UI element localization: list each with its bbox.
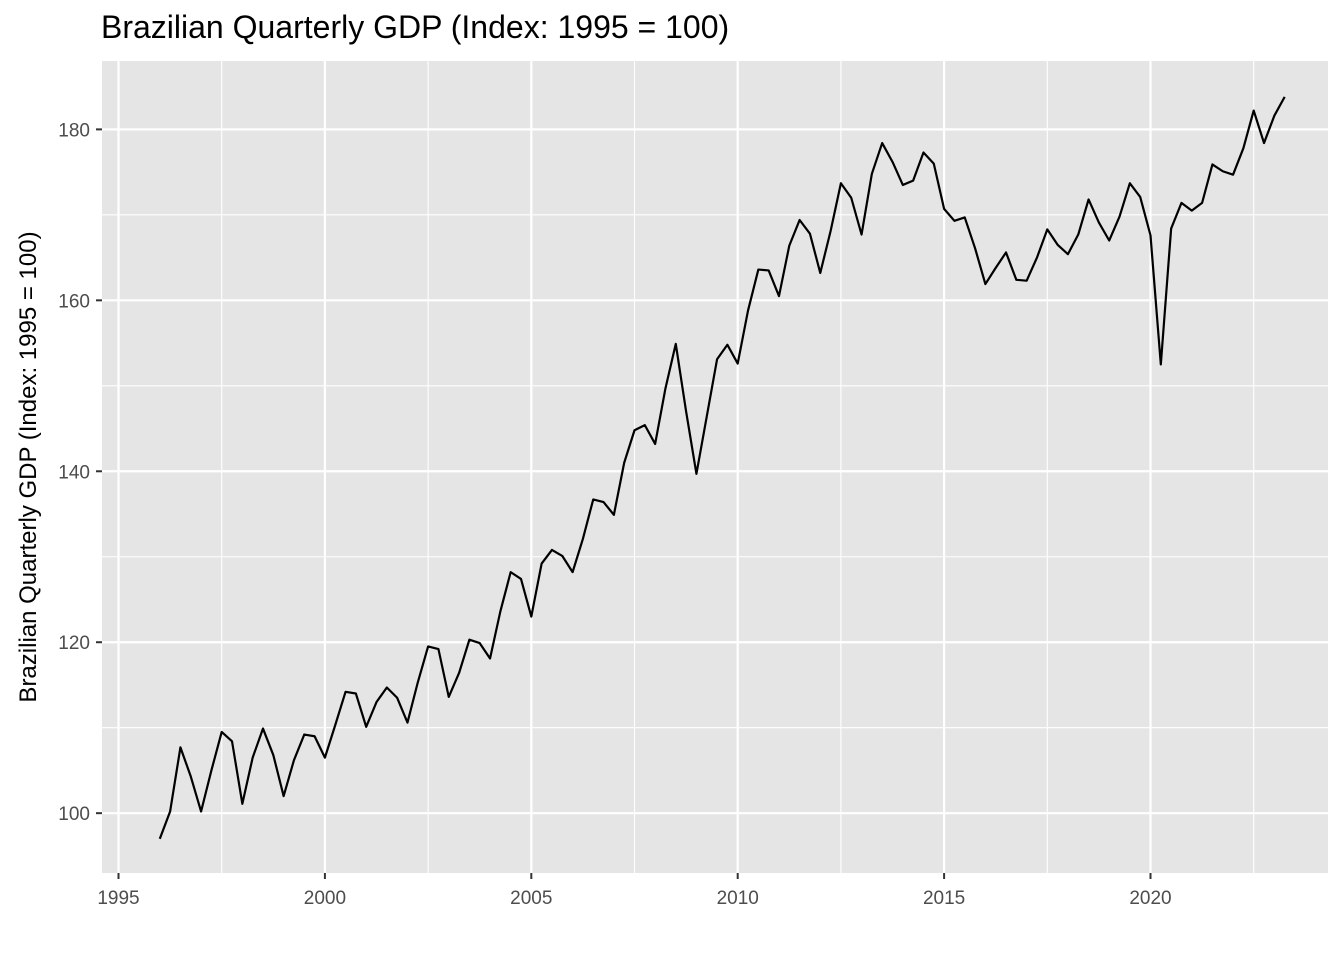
- y-tick-label: 120: [58, 633, 90, 654]
- x-axis: 1995 2000 2005 2010 2015 2020: [97, 873, 1172, 909]
- y-axis-title: Brazilian Quarterly GDP (Index: 1995 = 1…: [15, 231, 42, 702]
- gdp-series-line: [158, 96, 1286, 840]
- y-tick-label: 140: [58, 462, 90, 483]
- x-tick-label: 2015: [923, 888, 965, 909]
- y-tick-label: 160: [58, 291, 90, 312]
- chart-title: Brazilian Quarterly GDP (Index: 1995 = 1…: [101, 9, 729, 45]
- y-tick-label: 100: [58, 804, 90, 825]
- x-tick-label: 1995: [97, 888, 139, 909]
- x-tick-label: 2005: [510, 888, 552, 909]
- minor-gridlines: [102, 61, 1328, 873]
- x-tick-label: 2000: [304, 888, 346, 909]
- x-tick-label: 2010: [717, 888, 759, 909]
- y-axis: 100 120 140 160 180: [58, 120, 102, 825]
- x-tick-label: 2020: [1129, 888, 1171, 909]
- major-gridlines: [102, 61, 1328, 873]
- plot-panel: [102, 61, 1328, 873]
- y-tick-label: 180: [58, 120, 90, 141]
